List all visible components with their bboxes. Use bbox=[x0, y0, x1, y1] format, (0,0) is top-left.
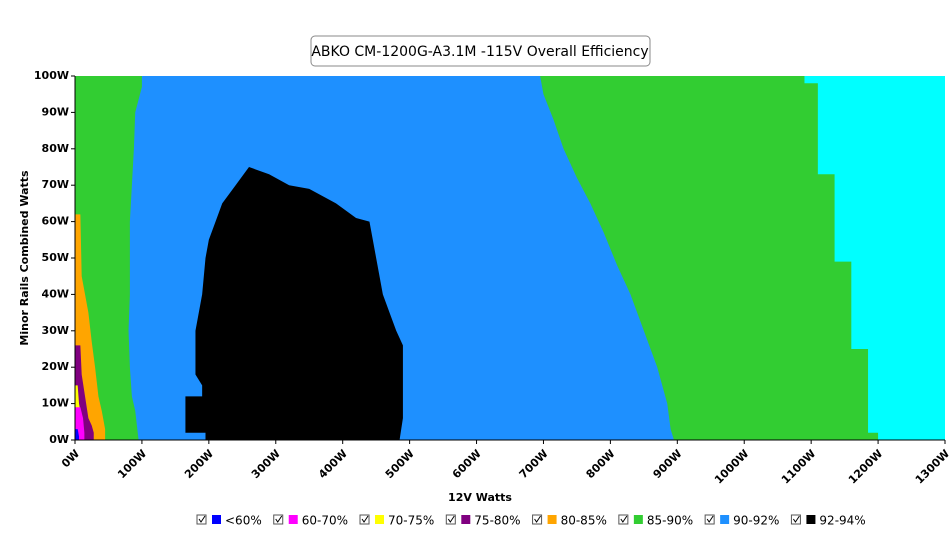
legend-label: 75-80% bbox=[474, 514, 520, 528]
x-tick-label: 0W bbox=[59, 447, 82, 470]
legend-check bbox=[447, 515, 455, 523]
y-tick-label: 70W bbox=[42, 178, 69, 191]
y-tick-label: 60W bbox=[42, 215, 69, 228]
legend-label: <60% bbox=[225, 514, 262, 528]
efficiency-region bbox=[75, 429, 80, 440]
legend-label: 80-85% bbox=[561, 514, 607, 528]
y-axis-title: Minor Rails Combined Watts bbox=[18, 170, 31, 346]
legend-check bbox=[620, 515, 628, 523]
legend-checkbox bbox=[704, 514, 715, 525]
plot-area bbox=[75, 76, 879, 440]
x-tick-label: 700W bbox=[517, 447, 551, 481]
legend-checkbox bbox=[196, 514, 207, 525]
legend-check bbox=[706, 515, 714, 523]
x-tick-label: 800W bbox=[584, 447, 618, 481]
y-tick-label: 0W bbox=[49, 433, 69, 446]
legend-swatch bbox=[806, 515, 816, 524]
x-tick-label: 200W bbox=[182, 447, 216, 481]
legend-checkbox bbox=[445, 514, 456, 525]
legend-label: 60-70% bbox=[302, 514, 348, 528]
legend-swatch bbox=[375, 515, 385, 524]
x-tick-label: 100W bbox=[115, 447, 149, 481]
y-tick-label: 10W bbox=[42, 397, 69, 410]
legend-check bbox=[198, 515, 206, 523]
y-tick-label: 80W bbox=[42, 142, 69, 155]
x-axis-title: 12V Watts bbox=[448, 491, 512, 504]
y-tick-label: 30W bbox=[42, 324, 69, 337]
y-tick-label: 20W bbox=[42, 360, 69, 373]
legend-checkbox bbox=[618, 514, 629, 525]
legend-swatch bbox=[461, 515, 471, 524]
x-tick-label: 400W bbox=[316, 447, 350, 481]
legend-checkbox bbox=[273, 514, 284, 525]
legend-check bbox=[534, 515, 541, 523]
legend-checkbox bbox=[790, 514, 801, 525]
y-tick-label: 90W bbox=[42, 105, 69, 118]
legend-label: 92-94% bbox=[819, 514, 865, 528]
legend-swatch bbox=[720, 515, 730, 524]
legend-swatch bbox=[212, 515, 221, 524]
x-tick-label: 300W bbox=[249, 447, 283, 481]
y-tick-label: 40W bbox=[42, 287, 69, 300]
legend-label: 85-90% bbox=[647, 514, 693, 528]
legend-check bbox=[275, 515, 283, 523]
legend: <60% 60-70% 70-75% 75-80% 80-85% 85-90% 90-92%… bbox=[196, 514, 866, 528]
legend-check bbox=[361, 515, 369, 523]
legend-swatch bbox=[633, 515, 643, 524]
efficiency-region bbox=[185, 167, 403, 440]
legend-swatch bbox=[547, 515, 557, 524]
legend-check bbox=[793, 515, 800, 523]
x-tick-label: 1000W bbox=[712, 447, 751, 486]
x-tick-label: 600W bbox=[450, 447, 484, 481]
x-tick-label: 1100W bbox=[779, 447, 818, 486]
x-tick-label: 900W bbox=[651, 447, 685, 481]
legend-checkbox bbox=[359, 514, 370, 525]
legend-label: 90-92% bbox=[733, 514, 779, 528]
legend-checkbox bbox=[532, 514, 543, 525]
x-tick-label: 500W bbox=[383, 447, 417, 481]
chart-title: ABKO CM-1200G-A3.1M -115V Overall Effici… bbox=[311, 44, 648, 60]
y-tick-label: 100W bbox=[34, 69, 69, 82]
legend-label: 70-75% bbox=[388, 514, 434, 528]
x-tick-label: 1200W bbox=[846, 447, 885, 486]
legend-swatch bbox=[288, 515, 298, 524]
title-box bbox=[310, 35, 651, 67]
y-tick-label: 50W bbox=[42, 251, 69, 264]
x-tick-label: 1300W bbox=[913, 447, 950, 486]
